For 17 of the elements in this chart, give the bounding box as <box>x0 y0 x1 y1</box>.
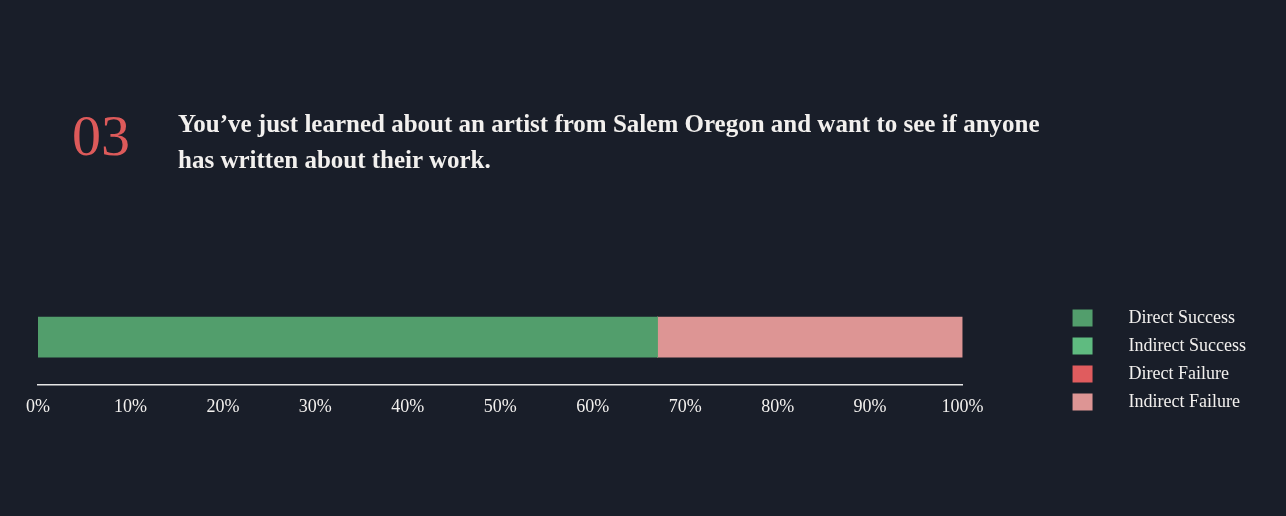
legend-label: Indirect Failure <box>1101 390 1241 411</box>
legend-label: Direct Success <box>1101 306 1236 327</box>
x-tick-label: 40% <box>391 395 425 416</box>
x-tick-label: 30% <box>298 395 332 416</box>
legend-label: Indirect Success <box>1101 334 1247 355</box>
x-tick-label: 20% <box>206 395 240 416</box>
x-tick-label: 90% <box>853 395 887 416</box>
x-tick-label: 100% <box>941 395 984 416</box>
x-tick-label: 60% <box>576 395 610 416</box>
legend-label: Direct Failure <box>1101 362 1230 383</box>
chart-title: You’ve just learned about an artist from Salem Oregon and want to see if anyone has written about their work. <box>178 109 1041 175</box>
x-tick-label: 80% <box>761 395 795 416</box>
x-tick-label: 50% <box>483 395 517 416</box>
x-tick-label: 0% <box>26 395 50 416</box>
x-tick-label: 70% <box>668 395 702 416</box>
x-tick-label: 10% <box>113 395 147 416</box>
text: 03 <box>72 103 131 168</box>
